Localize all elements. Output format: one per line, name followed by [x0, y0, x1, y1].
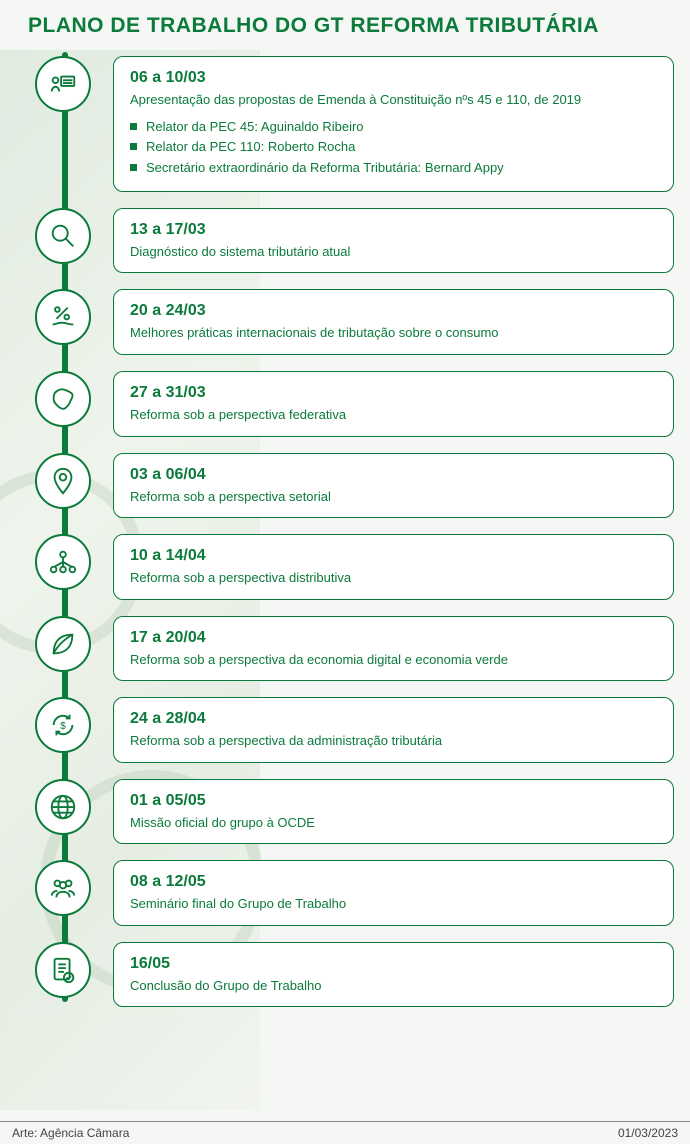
- footer-date: 01/03/2023: [618, 1126, 678, 1140]
- card-date: 17 a 20/04: [130, 629, 657, 647]
- timeline-card: 01 a 05/05 Missão oficial do grupo à OCDE: [113, 779, 674, 845]
- card-bullet: Secretário extraordinário da Reforma Tri…: [130, 158, 657, 179]
- card-description: Seminário final do Grupo de Trabalho: [130, 895, 657, 913]
- timeline-item: 17 a 20/04 Reforma sob a perspectiva da e…: [70, 616, 690, 682]
- timeline-item: 01 a 05/05 Missão oficial do grupo à OCDE: [70, 779, 690, 845]
- card-description: Reforma sob a perspectiva da administraç…: [130, 732, 657, 750]
- timeline-item: 03 a 06/04 Reforma sob a perspectiva seto…: [70, 453, 690, 519]
- percent-hand-icon: [35, 289, 91, 345]
- timeline-card: 03 a 06/04 Reforma sob a perspectiva seto…: [113, 453, 674, 519]
- timeline-card: 16/05 Conclusão do Grupo de Trabalho: [113, 942, 674, 1008]
- card-description: Reforma sob a perspectiva distributiva: [130, 569, 657, 587]
- timeline-card: 06 a 10/03 Apresentação das propostas de …: [113, 56, 674, 192]
- timeline-card: 17 a 20/04 Reforma sob a perspectiva da e…: [113, 616, 674, 682]
- card-description: Conclusão do Grupo de Trabalho: [130, 977, 657, 995]
- card-description: Reforma sob a perspectiva setorial: [130, 488, 657, 506]
- timeline-card: 13 a 17/03 Diagnóstico do sistema tributá…: [113, 208, 674, 274]
- card-date: 01 a 05/05: [130, 792, 657, 810]
- card-description: Diagnóstico do sistema tributário atual: [130, 243, 657, 261]
- cycle-dollar-icon: $: [35, 697, 91, 753]
- pin-icon: [35, 453, 91, 509]
- card-date: 10 a 14/04: [130, 547, 657, 565]
- card-bullet: Relator da PEC 45: Aguinaldo Ribeiro: [130, 117, 657, 138]
- card-description: Reforma sob a perspectiva federativa: [130, 406, 657, 424]
- document-check-icon: [35, 942, 91, 998]
- card-description: Apresentação das propostas de Emenda à C…: [130, 91, 657, 109]
- timeline-item: 06 a 10/03 Apresentação das propostas de …: [70, 56, 690, 192]
- people-icon: [35, 860, 91, 916]
- timeline-item: 13 a 17/03 Diagnóstico do sistema tributá…: [70, 208, 690, 274]
- card-description: Melhores práticas internacionais de trib…: [130, 324, 657, 342]
- globe-icon: [35, 779, 91, 835]
- timeline-card: 20 a 24/03 Melhores práticas internaciona…: [113, 289, 674, 355]
- timeline-item: 10 a 14/04 Reforma sob a perspectiva dist…: [70, 534, 690, 600]
- card-bullet: Relator da PEC 110: Roberto Rocha: [130, 137, 657, 158]
- brazil-map-icon: [35, 371, 91, 427]
- footer: Arte: Agência Câmara 01/03/2023: [0, 1121, 690, 1140]
- card-date: 24 a 28/04: [130, 710, 657, 728]
- timeline-item: 27 a 31/03 Reforma sob a perspectiva fede…: [70, 371, 690, 437]
- card-date: 08 a 12/05: [130, 873, 657, 891]
- card-date: 06 a 10/03: [130, 69, 657, 87]
- timeline-card: 10 a 14/04 Reforma sob a perspectiva dist…: [113, 534, 674, 600]
- page-title: PLANO DE TRABALHO DO GT REFORMA TRIBUTÁR…: [0, 0, 690, 48]
- card-bullets: Relator da PEC 45: Aguinaldo RibeiroRela…: [130, 117, 657, 179]
- svg-text:$: $: [60, 721, 66, 732]
- timeline-card: 27 a 31/03 Reforma sob a perspectiva fede…: [113, 371, 674, 437]
- card-date: 03 a 06/04: [130, 466, 657, 484]
- card-description: Reforma sob a perspectiva da economia di…: [130, 651, 657, 669]
- timeline-card: 24 a 28/04 Reforma sob a perspectiva da a…: [113, 697, 674, 763]
- magnifier-icon: [35, 208, 91, 264]
- presentation-icon: [35, 56, 91, 112]
- timeline: 06 a 10/03 Apresentação das propostas de …: [70, 48, 690, 1007]
- card-date: 27 a 31/03: [130, 384, 657, 402]
- timeline-card: 08 a 12/05 Seminário final do Grupo de Tr…: [113, 860, 674, 926]
- timeline-item: 20 a 24/03 Melhores práticas internaciona…: [70, 289, 690, 355]
- card-date: 16/05: [130, 955, 657, 973]
- timeline-item: 08 a 12/05 Seminário final do Grupo de Tr…: [70, 860, 690, 926]
- card-description: Missão oficial do grupo à OCDE: [130, 814, 657, 832]
- timeline-item: 16/05 Conclusão do Grupo de Trabalho: [70, 942, 690, 1008]
- card-date: 13 a 17/03: [130, 221, 657, 239]
- leaf-icon: [35, 616, 91, 672]
- distribution-icon: [35, 534, 91, 590]
- footer-credit: Arte: Agência Câmara: [12, 1126, 129, 1140]
- timeline-item: $24 a 28/04Reforma sob a perspectiva da …: [70, 697, 690, 763]
- card-date: 20 a 24/03: [130, 302, 657, 320]
